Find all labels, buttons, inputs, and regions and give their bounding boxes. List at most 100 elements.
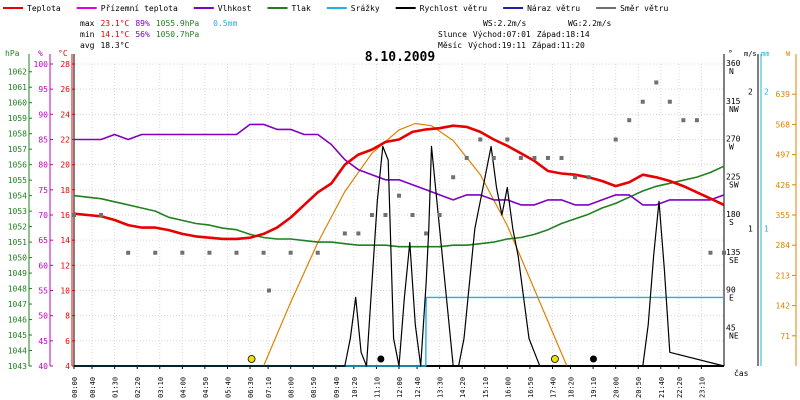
direction-compass-label: S [729, 218, 734, 227]
wind-direction-point [397, 193, 401, 198]
wind-direction-point [383, 213, 388, 217]
wind-direction-point [451, 175, 456, 180]
sun-set: Západ:18:14 [537, 30, 590, 39]
x-tick-label: 14:20 [459, 377, 467, 398]
wind-direction-point [315, 250, 320, 255]
rain-axis-label: mm [761, 50, 769, 58]
temperature-tick-label: 18 [60, 186, 70, 195]
x-tick-label: 21:40 [658, 377, 666, 398]
humidity-axis-label: % [38, 49, 43, 58]
direction-tick-label: 90 [726, 286, 736, 295]
chart-title: 8.10.2009 [365, 50, 435, 65]
pressure-tick-label: 1049 [8, 269, 27, 278]
direction-compass-label: NE [729, 331, 739, 340]
wind-direction-point [532, 155, 537, 160]
wind-direction-point [288, 250, 293, 255]
temperature-tick-label: 28 [60, 60, 70, 69]
x-tick-label: 00:00 [71, 377, 79, 398]
stats-max-press: 1055.9hPa [156, 19, 200, 28]
wind-direction-point [654, 80, 659, 85]
moon-label: Měsíc [438, 41, 462, 50]
wind-direction-point [613, 137, 618, 142]
temperature-tick-label: 12 [60, 261, 70, 270]
series-temperature [73, 124, 725, 241]
pressure-tick-label: 1052 [8, 223, 27, 232]
humidity-tick-label: 100 [34, 60, 49, 69]
x-tick-label: 19:10 [590, 377, 598, 398]
legend-item: Teplota [27, 4, 61, 13]
humidity-tick-label: 55 [38, 287, 48, 296]
wind-direction-point [708, 250, 713, 255]
x-tick-label: 16:50 [527, 377, 535, 398]
pressure-tick-label: 1057 [8, 145, 27, 154]
direction-tick-label: 270 [726, 135, 741, 144]
moon-marker [589, 355, 597, 363]
wind-direction-point [424, 231, 429, 236]
humidity-tick-label: 50 [38, 312, 48, 321]
stats-min-label: min [80, 30, 95, 39]
stats-max-hum: 89% [135, 19, 150, 28]
chart-axes: 00:00 00:40 01:30 02:20 03:10 04:00 04:50 05:40… [5, 49, 797, 398]
temperature-tick-label: 16 [60, 211, 70, 220]
stats-max-label: max [80, 19, 95, 28]
x-tick-label: 20:50 [635, 377, 643, 398]
x-tick-label: 08:50 [310, 377, 318, 398]
pressure-tick-label: 1060 [8, 99, 27, 108]
x-tick-label: 02:20 [134, 377, 142, 398]
sun-label: Slunce [438, 30, 467, 39]
direction-compass-label: N [729, 67, 734, 76]
x-tick-label: 01:30 [112, 377, 120, 398]
direction-tick-label: 225 [726, 172, 741, 181]
x-tick-label: 00:40 [89, 377, 97, 398]
pressure-tick-label: 1046 [8, 316, 27, 325]
sun-rise: Východ:07:01 [473, 30, 531, 39]
legend-item: Vlhkost [218, 4, 252, 13]
chart-markers [247, 355, 597, 363]
solar-axis-label: W [786, 50, 791, 58]
x-tick-label: 07:10 [265, 377, 273, 398]
wind-direction-point [478, 137, 483, 142]
wind-direction-point [180, 250, 185, 255]
stats-block: max 23.1°C 89% 1055.9hPa 0.5mm min 14.1°C 56% 1… [80, 19, 237, 50]
humidity-tick-label: 85 [38, 136, 48, 145]
temperature-tick-label: 24 [60, 110, 70, 119]
pressure-tick-label: 1055 [8, 176, 27, 185]
sun-marker [247, 355, 256, 363]
direction-tick-label: 360 [726, 59, 741, 68]
wind-direction-point [640, 99, 645, 104]
wind-direction-point [559, 155, 564, 160]
wind-direction-point [410, 213, 415, 217]
sun-moon-block: WS:2.2m/s WG:2.2m/s Slunce Východ:07:01 Zá… [438, 19, 612, 50]
wind-direction-point [545, 155, 550, 160]
humidity-tick-label: 65 [38, 236, 48, 245]
rain-tick-label: 2 [764, 87, 769, 96]
x-tick-label: 20:00 [613, 377, 621, 398]
humidity-tick-label: 70 [38, 211, 48, 220]
legend-item: Přízemní teplota [101, 4, 178, 13]
humidity-tick-label: 45 [38, 337, 48, 346]
wind-direction-point [369, 213, 374, 217]
temperature-tick-label: 10 [60, 287, 70, 296]
wind-direction-point [573, 175, 578, 180]
wind-tick-label: 2 [748, 87, 753, 96]
temperature-tick-label: 14 [60, 236, 70, 245]
x-tick-label: 18:20 [568, 377, 576, 398]
x-tick-label: 04:00 [179, 377, 187, 398]
wind-direction-point [267, 288, 271, 293]
pressure-tick-label: 1058 [8, 130, 27, 139]
temperature-tick-label: 6 [65, 337, 70, 346]
wind-direction-point [505, 137, 510, 142]
wind-direction-point [342, 231, 347, 236]
solar-tick-label: 213 [776, 271, 791, 280]
sun-marker [551, 355, 559, 363]
wind-direction-point [207, 250, 212, 255]
wind-direction-point [681, 118, 686, 123]
wind-direction-point [126, 250, 131, 255]
direction-tick-label: 45 [726, 323, 736, 332]
stats-min-press: 1050.7hPa [156, 30, 200, 39]
pressure-tick-label: 1045 [8, 331, 27, 340]
pressure-tick-label: 1054 [8, 192, 27, 201]
